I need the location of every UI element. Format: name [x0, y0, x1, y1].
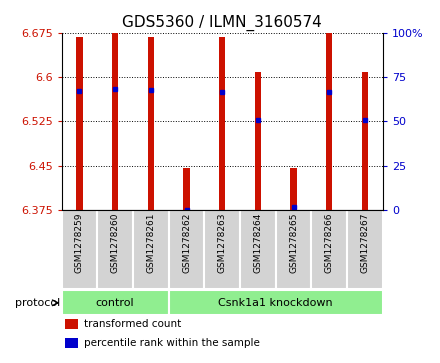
Text: GSM1278261: GSM1278261 — [147, 212, 155, 273]
Bar — [276, 210, 312, 289]
Bar — [169, 290, 383, 315]
Bar — [240, 210, 276, 289]
Bar — [255, 72, 261, 210]
Bar — [76, 37, 83, 210]
Text: transformed count: transformed count — [84, 319, 181, 330]
Text: protocol: protocol — [15, 298, 60, 308]
Bar — [362, 72, 368, 210]
Bar — [65, 319, 78, 329]
Bar — [312, 210, 347, 289]
Title: GDS5360 / ILMN_3160574: GDS5360 / ILMN_3160574 — [122, 15, 322, 31]
Bar — [183, 168, 190, 210]
Text: GSM1278262: GSM1278262 — [182, 212, 191, 273]
Bar — [65, 338, 78, 348]
Text: percentile rank within the sample: percentile rank within the sample — [84, 338, 260, 348]
Bar — [204, 210, 240, 289]
Bar — [112, 33, 118, 210]
Bar — [147, 37, 154, 210]
Text: GSM1278265: GSM1278265 — [289, 212, 298, 273]
Text: control: control — [96, 298, 135, 308]
Text: GSM1278266: GSM1278266 — [325, 212, 334, 273]
Bar — [62, 210, 97, 289]
Text: GSM1278260: GSM1278260 — [110, 212, 120, 273]
Text: GSM1278259: GSM1278259 — [75, 212, 84, 273]
Text: Csnk1a1 knockdown: Csnk1a1 knockdown — [218, 298, 333, 308]
Bar — [133, 210, 169, 289]
Bar — [62, 290, 169, 315]
Bar — [219, 37, 225, 210]
Text: GSM1278264: GSM1278264 — [253, 212, 262, 273]
Bar — [97, 210, 133, 289]
Bar — [169, 210, 204, 289]
Text: GSM1278263: GSM1278263 — [218, 212, 227, 273]
Text: GSM1278267: GSM1278267 — [360, 212, 370, 273]
Bar — [347, 210, 383, 289]
Bar — [326, 33, 333, 210]
Bar — [290, 168, 297, 210]
